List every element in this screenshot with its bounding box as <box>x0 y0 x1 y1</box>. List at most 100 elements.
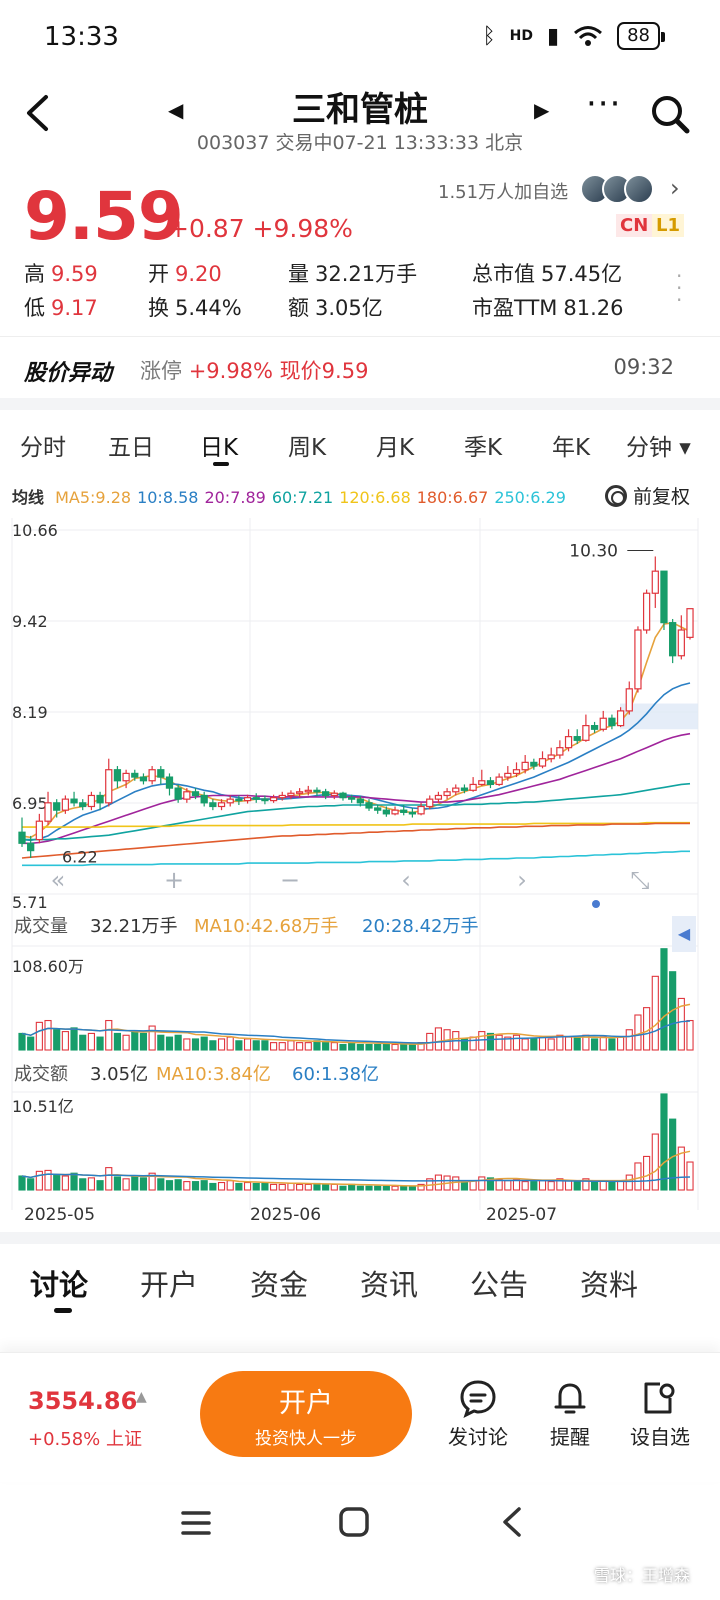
candle-body <box>660 570 668 624</box>
tab-period[interactable]: 分钟 ▾ <box>626 435 691 461</box>
candle <box>599 710 607 732</box>
candle-body <box>582 725 590 741</box>
candle <box>582 714 590 742</box>
chevron-right-icon[interactable]: › <box>670 174 680 202</box>
candle-body <box>599 717 607 730</box>
price-alert-row[interactable]: 股价异动 涨停 +9.98% 现价9.59 09:32 <box>0 336 720 396</box>
collapse-panel-icon[interactable]: ◀ <box>672 916 696 952</box>
candle-body <box>616 710 625 727</box>
adjust-button[interactable]: 前复权 <box>604 482 690 509</box>
level-tag-l1: L1 <box>652 214 684 237</box>
ma-line <box>22 782 691 841</box>
alert-title: 股价异动 <box>24 361 113 386</box>
kline-chart[interactable]: 10.66 9.42 8.19 6.95 5.71 10.30 6.22« + − ‹ › ⤡ 成交量 3… <box>0 510 720 1230</box>
turnover-bar <box>495 1179 503 1191</box>
candle <box>443 788 451 800</box>
page-dot <box>592 900 600 908</box>
zoom-minus-icon[interactable]: − <box>280 866 300 894</box>
candle-body <box>209 802 217 808</box>
tab-period[interactable]: 季K <box>464 435 503 461</box>
stat-value: 57.45亿 <box>541 262 623 286</box>
candle-body <box>113 769 122 782</box>
candle <box>556 740 564 759</box>
turnover-bar <box>634 1162 642 1191</box>
current-price: 9.59 <box>24 178 184 255</box>
next-stock-icon[interactable]: ▶ <box>534 98 550 122</box>
volume-bar <box>105 1019 113 1051</box>
content-tab[interactable]: 资讯 <box>360 1268 419 1302</box>
turnover-bar <box>70 1172 78 1191</box>
tab-period[interactable]: 分时 <box>20 435 66 461</box>
turnover-bar <box>61 1175 69 1191</box>
candle <box>261 795 269 805</box>
candle-body <box>356 798 364 804</box>
stat-item: 额 3.05亿 <box>288 292 383 322</box>
candle-body <box>408 811 417 815</box>
tab-period[interactable]: 日K <box>200 435 239 461</box>
scroll-right-icon[interactable]: › <box>517 866 527 894</box>
stat-value: 32.21万手 <box>315 262 418 286</box>
candle-body <box>269 797 278 802</box>
volume-value: 32.21万手 <box>90 916 178 937</box>
candle <box>547 747 555 763</box>
post-discussion-button[interactable]: 发讨论 <box>438 1375 518 1450</box>
tab-period[interactable]: 周K <box>288 435 327 461</box>
candle-body <box>460 787 469 791</box>
add-watchlist-button[interactable]: 设自选 <box>620 1375 700 1450</box>
open-account-button[interactable]: 开户 投资快人一步 <box>200 1371 412 1457</box>
scroll-left-icon[interactable]: ‹ <box>401 866 411 894</box>
candle <box>426 795 434 810</box>
turnover-bar <box>157 1178 165 1191</box>
expand-dots-icon[interactable]: · · · <box>676 264 683 312</box>
battery-icon: 88 <box>617 22 665 50</box>
ma-legend-label: 均线 <box>12 488 45 507</box>
content-tab[interactable]: 公告 <box>470 1268 529 1302</box>
candle <box>252 793 260 803</box>
tab-period[interactable]: 年K <box>552 435 591 461</box>
home-icon[interactable] <box>338 1506 370 1538</box>
more-icon[interactable]: ··· <box>586 84 622 124</box>
content-tab[interactable]: 讨论 <box>30 1268 89 1302</box>
back-icon[interactable] <box>24 94 50 141</box>
turnover-bar <box>44 1169 52 1191</box>
content-tab[interactable]: 资料 <box>580 1268 639 1302</box>
stat-item: 换 5.44% <box>148 292 242 322</box>
fullscreen-icon[interactable]: ⤡ <box>630 866 649 894</box>
bell-icon <box>554 1383 586 1414</box>
volume-bar <box>304 1042 312 1051</box>
index-change[interactable]: +0.58% 上证 <box>28 1429 142 1450</box>
candle-body <box>96 794 104 804</box>
prev-stock-icon[interactable]: ◀ <box>168 98 184 122</box>
x-axis-label: 2025-05 <box>24 1205 95 1225</box>
search-icon[interactable] <box>650 94 690 134</box>
alert-button[interactable]: 提醒 <box>530 1375 610 1450</box>
alert-label: 提醒 <box>550 1425 590 1449</box>
menu-icon[interactable] <box>180 1508 212 1538</box>
tab-period[interactable]: 月K <box>376 435 415 461</box>
volume-bar <box>478 1031 486 1051</box>
turnover-bar <box>686 1161 694 1191</box>
volume-bar <box>677 997 685 1051</box>
followers-count[interactable]: 1.51万人加自选 <box>438 182 569 203</box>
candle-body <box>434 794 443 800</box>
follower-avatars[interactable] <box>580 174 654 204</box>
turnover-bar <box>235 1182 243 1191</box>
content-tab[interactable]: 开户 <box>140 1268 199 1302</box>
turnover-bar <box>582 1178 590 1191</box>
candle-body <box>417 805 425 815</box>
tab-period[interactable]: 五日 <box>108 435 154 461</box>
turnover-bar <box>139 1177 148 1191</box>
volume-bar <box>469 1036 477 1051</box>
volume-bar <box>61 1031 69 1051</box>
index-value[interactable]: 3554.86 <box>28 1387 138 1415</box>
candle-body <box>495 776 503 786</box>
content-tab[interactable]: 资金 <box>250 1268 309 1302</box>
zoom-in-icon[interactable]: + <box>164 866 184 894</box>
x-axis-label: 2025-07 <box>486 1205 557 1225</box>
zoom-out-icon[interactable]: « <box>51 866 66 894</box>
y-axis-label: 6.95 <box>12 794 48 813</box>
ma-line <box>21 682 691 842</box>
volume-bar <box>87 1032 95 1051</box>
turnover-bar <box>53 1174 61 1191</box>
back-nav-icon[interactable] <box>500 1506 524 1538</box>
